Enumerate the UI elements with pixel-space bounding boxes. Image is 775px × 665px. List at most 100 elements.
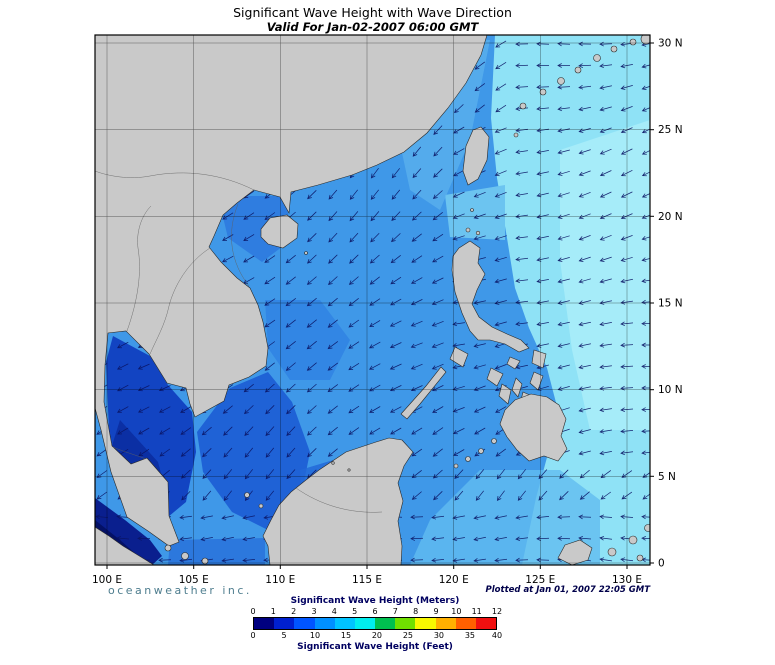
meters-label: Significant Wave Height (Meters) bbox=[290, 596, 460, 606]
landmass bbox=[451, 240, 530, 353]
axis-labels: 100 E 105 E 110 E 115 E 120 E 125 E 130 E 30 N 2… bbox=[92, 38, 683, 587]
feet-tick: 10 bbox=[309, 631, 321, 640]
lat-tick-label: 0 bbox=[658, 558, 665, 570]
meters-tick: 12 bbox=[491, 607, 503, 616]
lon-tick-label: 100 E bbox=[92, 574, 122, 586]
small-island bbox=[574, 66, 582, 74]
lon-tick-label: 110 E bbox=[265, 574, 295, 586]
small-island bbox=[470, 208, 474, 212]
lon-tick-label: 125 E bbox=[525, 574, 555, 586]
landmass bbox=[260, 214, 299, 249]
feet-label: Significant Wave Height (Feet) bbox=[297, 642, 453, 652]
small-island bbox=[164, 544, 172, 552]
small-island bbox=[593, 54, 601, 62]
feet-tick: 0 bbox=[250, 631, 256, 640]
small-island bbox=[475, 230, 481, 236]
colorbar-segment bbox=[334, 618, 355, 629]
colorbar-segment bbox=[435, 618, 456, 629]
small-island bbox=[539, 88, 547, 96]
small-island bbox=[347, 468, 351, 472]
meters-tick: 1 bbox=[270, 607, 276, 616]
lon-tick-label: 115 E bbox=[352, 574, 382, 586]
small-island bbox=[636, 554, 644, 562]
lat-tick-label: 25 N bbox=[658, 124, 683, 136]
small-island bbox=[304, 251, 308, 255]
small-island bbox=[607, 547, 617, 557]
lon-tick-label: 130 E bbox=[612, 574, 642, 586]
meters-tick: 0 bbox=[250, 607, 256, 616]
lat-tick-label: 15 N bbox=[658, 298, 683, 310]
graticule bbox=[95, 35, 650, 565]
colorbar-segment bbox=[314, 618, 335, 629]
meters-tick: 8 bbox=[413, 607, 419, 616]
feet-tick: 40 bbox=[491, 631, 503, 640]
small-island bbox=[478, 448, 484, 454]
chart-title: Significant Wave Height with Wave Direct… bbox=[233, 5, 512, 20]
plotted-timestamp: Plotted at Jan 01, 2007 22:05 GMT bbox=[485, 585, 650, 595]
oceanweather-logo: oceanweather inc. bbox=[108, 584, 252, 597]
feet-tick: 20 bbox=[371, 631, 383, 640]
meters-tick: 10 bbox=[451, 607, 462, 616]
landmass bbox=[529, 371, 544, 391]
meters-tick: 6 bbox=[372, 607, 378, 616]
feet-ticks-row: 0 5 10 15 20 25 30 35 40 bbox=[250, 631, 502, 641]
landmass bbox=[462, 126, 490, 186]
feet-tick: 35 bbox=[464, 631, 475, 640]
landmass bbox=[557, 539, 593, 565]
colorbar-segment bbox=[354, 618, 376, 629]
colorbar-segment bbox=[254, 618, 275, 629]
colorbar-segment bbox=[455, 618, 476, 629]
small-island bbox=[465, 227, 471, 233]
small-island bbox=[244, 492, 250, 498]
small-island bbox=[628, 535, 638, 545]
meters-tick: 4 bbox=[331, 607, 337, 616]
lat-tick-label: 20 N bbox=[658, 211, 683, 223]
lat-tick-label: 10 N bbox=[658, 384, 683, 396]
small-island bbox=[453, 463, 459, 469]
landmass bbox=[95, 35, 488, 547]
lon-tick-label: 105 E bbox=[179, 574, 209, 586]
small-island bbox=[513, 132, 519, 138]
small-island bbox=[331, 461, 335, 465]
small-island bbox=[258, 503, 264, 509]
landmass bbox=[499, 393, 568, 462]
colorbar-segment bbox=[415, 618, 436, 629]
meters-tick: 2 bbox=[291, 607, 297, 616]
small-island bbox=[491, 438, 497, 444]
colorbar bbox=[253, 617, 497, 630]
landmass bbox=[511, 377, 523, 398]
landmass bbox=[95, 526, 155, 565]
lat-tick-label: 30 N bbox=[658, 38, 683, 50]
landmass bbox=[262, 437, 414, 565]
meters-tick: 5 bbox=[352, 607, 358, 616]
lon-tick-label: 120 E bbox=[439, 574, 469, 586]
small-island bbox=[557, 77, 565, 85]
small-island bbox=[644, 524, 650, 532]
landmass bbox=[506, 356, 521, 370]
colorbar-segment bbox=[294, 618, 315, 629]
meters-tick: 7 bbox=[392, 607, 398, 616]
map-frame bbox=[94, 34, 651, 566]
landmass bbox=[486, 367, 504, 387]
small-island bbox=[640, 35, 650, 45]
feet-tick: 30 bbox=[433, 631, 445, 640]
landmass bbox=[449, 346, 469, 368]
meters-tick: 3 bbox=[311, 607, 317, 616]
landmass bbox=[400, 366, 447, 420]
feet-tick: 15 bbox=[340, 631, 352, 640]
lat-tick-label: 5 N bbox=[658, 471, 676, 483]
colorbar-segment bbox=[274, 618, 295, 629]
feet-tick: 25 bbox=[402, 631, 414, 640]
meters-tick: 11 bbox=[471, 607, 482, 616]
small-island bbox=[610, 45, 618, 53]
landmass bbox=[531, 349, 547, 369]
small-island bbox=[181, 552, 189, 560]
meters-tick: 9 bbox=[433, 607, 439, 616]
axis-ticks bbox=[106, 42, 654, 569]
small-island bbox=[201, 557, 209, 565]
meters-ticks-row: 0 1 2 3 4 5 6 7 8 9 10 11 12 bbox=[250, 607, 502, 617]
small-island bbox=[629, 38, 637, 46]
